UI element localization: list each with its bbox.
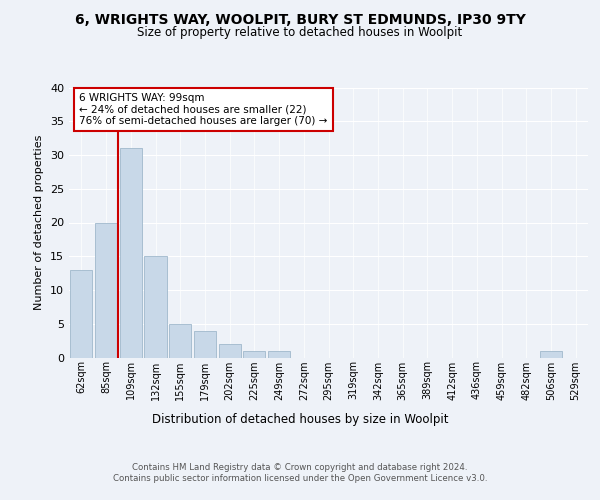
Text: Contains HM Land Registry data © Crown copyright and database right 2024.: Contains HM Land Registry data © Crown c… — [132, 462, 468, 471]
Bar — [243, 351, 265, 358]
Bar — [540, 351, 562, 358]
Bar — [218, 344, 241, 358]
Text: Size of property relative to detached houses in Woolpit: Size of property relative to detached ho… — [137, 26, 463, 39]
Text: 6, WRIGHTS WAY, WOOLPIT, BURY ST EDMUNDS, IP30 9TY: 6, WRIGHTS WAY, WOOLPIT, BURY ST EDMUNDS… — [74, 12, 526, 26]
Bar — [70, 270, 92, 358]
Bar — [119, 148, 142, 358]
Text: Distribution of detached houses by size in Woolpit: Distribution of detached houses by size … — [152, 412, 448, 426]
Bar — [169, 324, 191, 358]
Bar — [268, 351, 290, 358]
Text: 6 WRIGHTS WAY: 99sqm
← 24% of detached houses are smaller (22)
76% of semi-detac: 6 WRIGHTS WAY: 99sqm ← 24% of detached h… — [79, 93, 328, 126]
Text: Contains public sector information licensed under the Open Government Licence v3: Contains public sector information licen… — [113, 474, 487, 483]
Bar — [95, 222, 117, 358]
Bar — [194, 330, 216, 357]
Bar — [145, 256, 167, 358]
Y-axis label: Number of detached properties: Number of detached properties — [34, 135, 44, 310]
